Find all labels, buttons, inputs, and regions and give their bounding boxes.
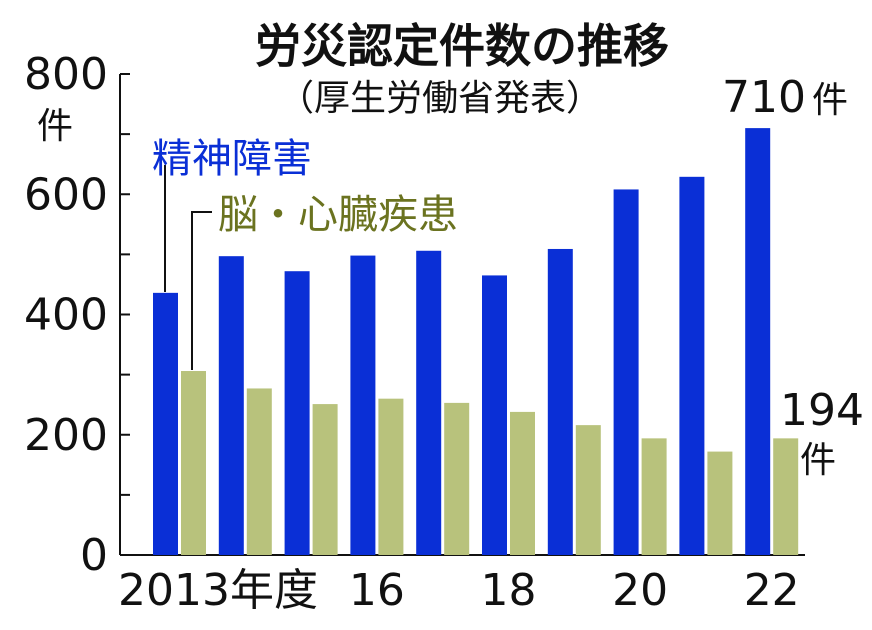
y-tick-label: 600 (24, 169, 108, 220)
bar-brain-heart-disease-2022 (773, 438, 799, 555)
bar-mental-disorder-2022 (745, 128, 771, 556)
bar-mental-disorder-2019 (547, 248, 573, 555)
bars (153, 128, 799, 556)
x-tick-label: 22 (744, 565, 800, 616)
y-tick-label: 800 (24, 49, 108, 100)
bar-mental-disorder-2014 (218, 256, 244, 555)
x-tick-label: 20 (612, 565, 668, 616)
bar-brain-heart-disease-2021 (707, 451, 733, 555)
y-tick-label: 0 (80, 530, 108, 581)
annotation-710: 710 件 (722, 72, 848, 123)
x-axis-labels: 2013年度 16 18 20 22 (118, 565, 800, 616)
legend-leader-olive (191, 211, 212, 370)
bar-mental-disorder-2017 (416, 250, 442, 555)
legend-label-blue: 精神障害 (152, 136, 312, 182)
bar-brain-heart-disease-2017 (444, 402, 470, 555)
chart-subtitle: （厚生労働省発表） (278, 78, 602, 119)
y-tick-label: 400 (24, 290, 108, 341)
chart-title: 労災認定件数の推移 (255, 19, 669, 73)
bar-brain-heart-disease-2014 (246, 388, 272, 555)
bar-brain-heart-disease-2018 (510, 411, 535, 555)
annotation-194: 194 (780, 385, 864, 436)
bar-mental-disorder-2021 (679, 176, 705, 555)
bar-brain-heart-disease-2016 (378, 398, 404, 555)
bar-mental-disorder-2015 (284, 271, 310, 555)
x-tick-label: 18 (481, 565, 537, 616)
bar-mental-disorder-2016 (350, 255, 376, 555)
bar-brain-heart-disease-2020 (641, 438, 667, 555)
x-tick-label: 2013年度 (118, 565, 318, 616)
bar-mental-disorder-2020 (613, 189, 639, 555)
bar-brain-heart-disease-2015 (312, 404, 338, 555)
y-axis: 0 200 400 600 800 (24, 49, 805, 581)
y-tick-label: 200 (24, 410, 108, 461)
bar-brain-heart-disease-2013 (181, 371, 206, 555)
y-unit-label: 件 (37, 106, 73, 147)
bar-mental-disorder-2018 (482, 275, 507, 555)
bar-brain-heart-disease-2019 (575, 425, 601, 555)
bar-mental-disorder-2013 (153, 292, 178, 555)
annotation-194-unit: 件 (800, 440, 836, 481)
x-tick-label: 16 (349, 565, 405, 616)
legend-label-olive: 脳・心臓疾患 (218, 192, 458, 238)
